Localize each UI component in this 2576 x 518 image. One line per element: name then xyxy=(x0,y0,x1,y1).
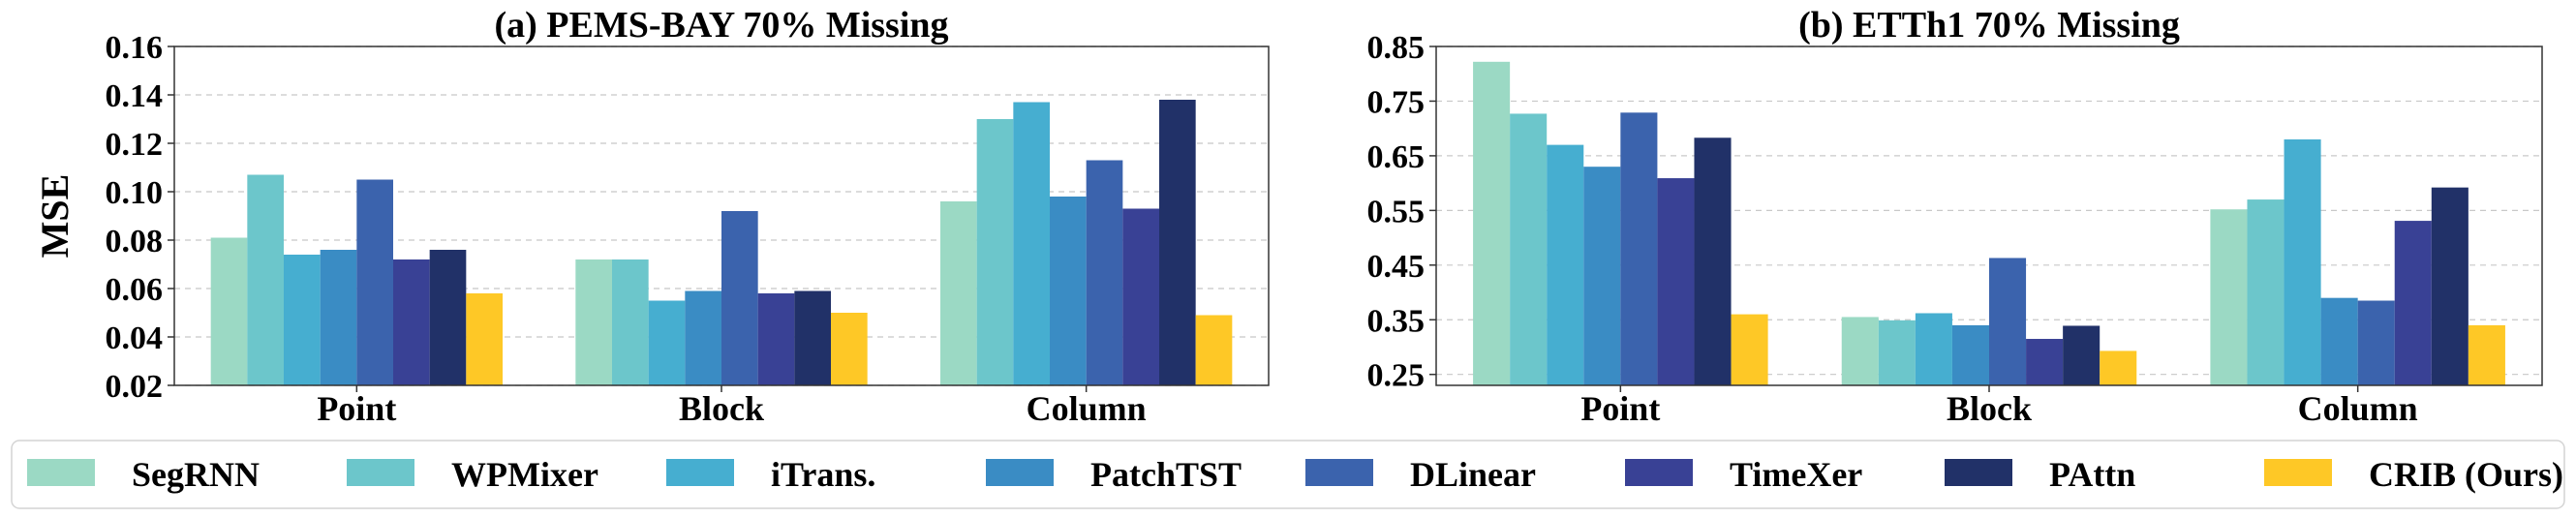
bar-crib-ours-point xyxy=(1731,314,1768,385)
bar-patchtst-point xyxy=(320,250,357,385)
bar-patchtst-point xyxy=(1583,167,1621,385)
bar-segrnn-column xyxy=(2210,209,2248,385)
bar-wpmixer-point xyxy=(1510,113,1548,385)
bar-wpmixer-point xyxy=(247,174,284,385)
legend-swatch xyxy=(666,459,734,486)
bar-timexer-column xyxy=(1122,208,1159,385)
legend: SegRNN WPMixer iTrans. PatchTST DLinear TimeX… xyxy=(11,440,2565,509)
y-axis-label: MSE xyxy=(33,174,77,259)
bar-segrnn-block xyxy=(575,259,612,385)
legend-swatch xyxy=(27,459,95,486)
x-tick-label: Block xyxy=(679,389,764,428)
chart-pems-bay: 0.02 0.04 0.06 0.08 0.10 0.12 0.14 0.16 Point Blo… xyxy=(33,5,1270,428)
chart-title: (b) ETTh1 70% Missing xyxy=(1798,5,2180,46)
bar-wpmixer-block xyxy=(612,259,649,385)
legend-label: CRIB (Ours) xyxy=(2369,455,2563,494)
bar-pattn-column xyxy=(2431,187,2469,385)
bar-pattn-point xyxy=(1694,137,1732,385)
legend-label: DLinear xyxy=(1410,455,1536,494)
y-tick-label: 0.35 xyxy=(1367,303,1426,339)
bar-patchtst-block xyxy=(685,290,721,385)
bar-itrans-point xyxy=(284,255,321,385)
bar-segrnn-column xyxy=(940,201,977,385)
chart-etth1: 0.25 0.35 0.45 0.55 0.65 0.75 0.85 Point Block Co… xyxy=(1367,5,2543,428)
legend-label: TimeXer xyxy=(1730,455,1862,494)
x-tick-label: Block xyxy=(1947,389,2032,428)
y-tick-label: 0.65 xyxy=(1367,139,1426,175)
bar-crib-ours-block xyxy=(831,313,868,385)
chart-title: (a) PEMS-BAY 70% Missing xyxy=(494,5,948,46)
y-tick-label: 0.06 xyxy=(106,272,164,308)
legend-label: WPMixer xyxy=(451,455,598,494)
bar-itrans-column xyxy=(1013,102,1050,385)
legend-box xyxy=(11,440,2565,509)
bar-timexer-block xyxy=(757,293,795,385)
y-tick-label: 0.02 xyxy=(106,369,164,405)
bar-crib-ours-block xyxy=(2100,350,2137,385)
bar-dlinear-point xyxy=(1620,112,1658,385)
legend-swatch xyxy=(347,459,414,486)
y-tick-label: 0.25 xyxy=(1367,358,1426,394)
bar-patchtst-column xyxy=(1050,197,1087,385)
bar-wpmixer-column xyxy=(976,119,1014,385)
x-tick-label: Point xyxy=(317,389,396,428)
bar-timexer-block xyxy=(2026,339,2064,385)
bar-itrans-block xyxy=(648,300,686,385)
plot-frame xyxy=(173,46,1270,386)
bar-pattn-block xyxy=(2063,325,2101,385)
bar-timexer-point xyxy=(1657,178,1695,385)
legend-swatch xyxy=(1305,459,1373,486)
y-tick-label: 0.12 xyxy=(106,127,164,163)
x-tick-label: Point xyxy=(1580,389,1660,428)
legend-label: iTrans. xyxy=(771,455,875,494)
bar-pattn-block xyxy=(794,290,831,385)
bar-crib-ours-point xyxy=(466,293,503,385)
bar-patchtst-column xyxy=(2320,297,2358,385)
y-tick-label: 0.10 xyxy=(106,175,164,211)
bar-dlinear-point xyxy=(356,179,393,385)
y-tick-label: 0.14 xyxy=(106,78,164,114)
bar-dlinear-column xyxy=(1086,160,1123,385)
y-tick-label: 0.04 xyxy=(106,320,164,356)
bar-segrnn-point xyxy=(210,237,248,385)
bar-wpmixer-block xyxy=(1878,320,1916,385)
x-tick-label: Column xyxy=(1027,389,1147,428)
bar-dlinear-column xyxy=(2357,300,2395,385)
x-tick-label: Column xyxy=(2298,389,2418,428)
bar-itrans-column xyxy=(2284,138,2321,385)
y-tick-label: 0.85 xyxy=(1367,30,1426,66)
y-tick-label: 0.55 xyxy=(1367,194,1426,229)
legend-label: PAttn xyxy=(2049,455,2135,494)
y-tick-label: 0.45 xyxy=(1367,249,1426,285)
legend-label: SegRNN xyxy=(132,455,260,494)
plot-frame xyxy=(1435,46,2543,386)
legend-label: PatchTST xyxy=(1090,455,1242,494)
bar-wpmixer-column xyxy=(2247,199,2285,385)
legend-swatch xyxy=(2264,459,2332,486)
bar-timexer-point xyxy=(393,259,430,385)
y-tick-label: 0.75 xyxy=(1367,84,1426,120)
bar-pattn-point xyxy=(429,250,467,385)
bar-segrnn-point xyxy=(1473,61,1511,385)
y-tick-label: 0.16 xyxy=(106,30,164,66)
bar-patchtst-block xyxy=(1951,324,1989,385)
bar-crib-ours-column xyxy=(2468,324,2505,385)
bar-dlinear-block xyxy=(721,211,758,385)
bar-pattn-column xyxy=(1159,100,1196,385)
bar-itrans-block xyxy=(1915,313,1952,385)
bar-itrans-point xyxy=(1547,144,1584,385)
y-tick-label: 0.08 xyxy=(106,224,164,259)
legend-swatch xyxy=(1945,459,2012,486)
bar-segrnn-block xyxy=(1841,317,1879,385)
bar-dlinear-block xyxy=(1989,258,2027,385)
legend-swatch xyxy=(986,459,1054,486)
bar-crib-ours-column xyxy=(1195,315,1233,385)
bar-timexer-column xyxy=(2394,221,2432,385)
legend-swatch xyxy=(1625,459,1693,486)
